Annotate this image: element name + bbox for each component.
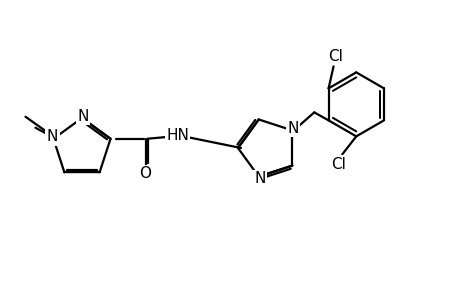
- Text: N: N: [47, 129, 58, 144]
- Text: Cl: Cl: [327, 49, 342, 64]
- Text: N: N: [253, 171, 265, 186]
- Text: O: O: [139, 166, 151, 181]
- Text: Cl: Cl: [330, 157, 345, 172]
- Text: N: N: [77, 109, 89, 124]
- Text: N: N: [287, 121, 298, 136]
- Text: HN: HN: [166, 128, 189, 143]
